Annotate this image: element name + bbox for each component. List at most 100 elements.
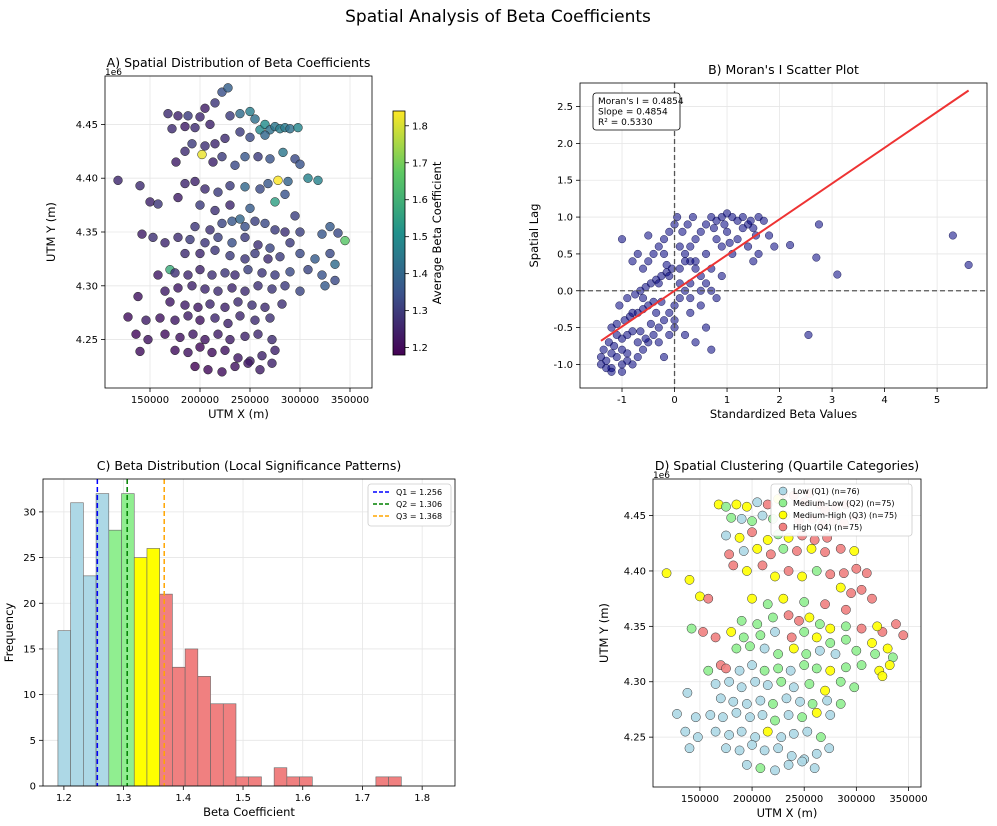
histogram-bar bbox=[286, 776, 300, 787]
data-point bbox=[160, 286, 170, 296]
data-point bbox=[738, 546, 749, 556]
data-point bbox=[770, 715, 780, 726]
data-point bbox=[235, 311, 245, 321]
x-tick-label: 150000 bbox=[131, 395, 169, 406]
data-point bbox=[786, 751, 797, 761]
y-tick-label: 4.40 bbox=[624, 566, 646, 577]
data-point bbox=[636, 327, 645, 336]
data-point bbox=[838, 568, 849, 579]
data-point bbox=[235, 109, 245, 119]
data-point bbox=[263, 178, 273, 189]
data-point bbox=[240, 221, 250, 232]
x-axis-label: UTM X (m) bbox=[757, 806, 818, 820]
colorbar-tick-label: 1.8 bbox=[412, 121, 428, 132]
data-point bbox=[770, 242, 779, 251]
data-point bbox=[628, 308, 637, 317]
data-point bbox=[633, 249, 642, 258]
legend-label: Q3 = 1.368 bbox=[396, 512, 442, 521]
data-point bbox=[749, 257, 758, 266]
x-tick-label: 1.8 bbox=[414, 793, 430, 804]
histogram-bar bbox=[57, 630, 71, 787]
data-point bbox=[825, 665, 836, 676]
y-tick-label: 2.0 bbox=[557, 139, 573, 150]
data-point bbox=[686, 308, 695, 317]
x-tick-label: 300000 bbox=[837, 794, 875, 805]
x-tick-label: 200000 bbox=[181, 395, 219, 406]
data-point bbox=[190, 221, 200, 232]
data-point bbox=[220, 302, 230, 312]
data-point bbox=[825, 710, 836, 720]
data-point bbox=[320, 281, 330, 291]
data-point bbox=[188, 329, 198, 339]
data-point bbox=[340, 235, 350, 246]
data-point bbox=[267, 284, 277, 294]
data-point bbox=[245, 203, 255, 213]
data-point bbox=[759, 745, 770, 756]
data-point bbox=[253, 152, 263, 162]
data-point bbox=[867, 638, 877, 648]
y-tick-label: 4.30 bbox=[76, 281, 98, 292]
data-point bbox=[265, 243, 275, 253]
data-point bbox=[734, 665, 745, 676]
data-point bbox=[724, 549, 734, 560]
data-point bbox=[275, 252, 285, 262]
x-tick-label: 350000 bbox=[331, 395, 369, 406]
colorbar-tick-label: 1.6 bbox=[412, 195, 428, 206]
histogram-bar bbox=[273, 767, 288, 787]
data-point bbox=[618, 345, 627, 354]
data-point bbox=[841, 662, 851, 673]
data-point bbox=[692, 732, 703, 742]
data-point bbox=[187, 139, 197, 149]
x-tick-label: 200000 bbox=[733, 794, 771, 805]
data-point bbox=[781, 693, 792, 704]
data-point bbox=[183, 311, 193, 321]
x-tick-label: 300000 bbox=[281, 395, 319, 406]
data-point bbox=[846, 588, 856, 598]
data-point bbox=[173, 283, 183, 293]
data-point bbox=[675, 294, 684, 303]
panel-title: B) Moran's I Scatter Plot bbox=[708, 62, 859, 77]
data-point bbox=[675, 242, 684, 251]
data-point bbox=[686, 294, 695, 303]
histogram-bar bbox=[210, 703, 224, 787]
data-point bbox=[703, 665, 714, 676]
data-point bbox=[690, 712, 701, 723]
legend-label: Low (Q1) (n=76) bbox=[793, 487, 860, 496]
data-point bbox=[691, 264, 700, 273]
data-point bbox=[681, 330, 690, 339]
data-point bbox=[183, 111, 193, 121]
data-point bbox=[295, 159, 305, 169]
data-point bbox=[225, 181, 235, 191]
data-point bbox=[807, 699, 818, 709]
data-point bbox=[599, 345, 608, 354]
data-point bbox=[747, 593, 757, 604]
data-point bbox=[750, 676, 761, 687]
data-point bbox=[205, 299, 215, 309]
y-tick-label: 4.45 bbox=[624, 511, 646, 522]
data-point bbox=[633, 338, 642, 347]
data-point bbox=[195, 200, 205, 210]
data-point bbox=[223, 318, 233, 329]
data-point bbox=[804, 612, 815, 623]
data-point bbox=[240, 331, 250, 342]
data-point bbox=[255, 365, 265, 375]
data-point bbox=[260, 130, 270, 140]
histogram-bar bbox=[83, 575, 97, 787]
data-point bbox=[770, 765, 780, 776]
data-point bbox=[820, 685, 830, 696]
y-tick-label: 5 bbox=[30, 736, 36, 747]
data-point bbox=[686, 242, 695, 251]
data-point bbox=[762, 726, 773, 737]
data-point bbox=[597, 353, 606, 362]
data-point bbox=[688, 213, 697, 222]
data-point bbox=[240, 286, 250, 296]
histogram-bar bbox=[146, 548, 160, 787]
data-point bbox=[205, 225, 215, 235]
data-point bbox=[280, 189, 290, 199]
data-point bbox=[233, 297, 243, 307]
y-tick-label: 4.35 bbox=[624, 622, 646, 633]
data-point bbox=[783, 610, 794, 621]
data-point bbox=[816, 732, 826, 742]
data-point bbox=[240, 254, 250, 264]
